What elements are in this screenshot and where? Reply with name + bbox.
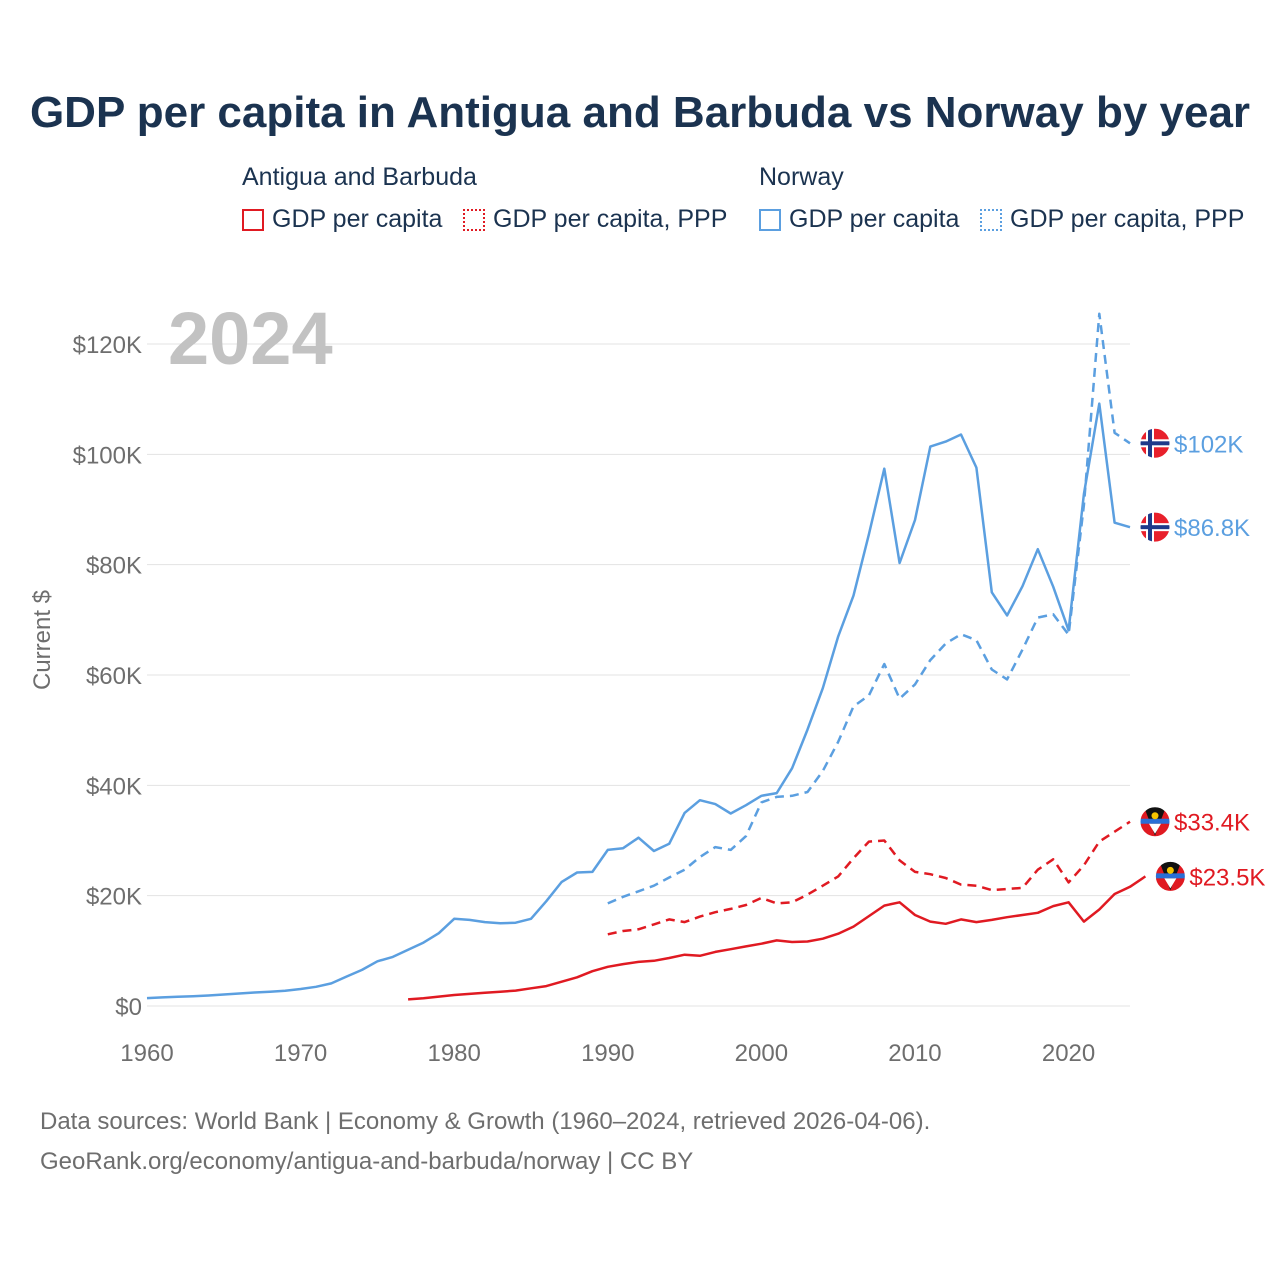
y-tick-label: $80K [86, 553, 142, 580]
series-line-antigua-and-barbuda-gdp-per-capita-ppp[interactable] [607, 820, 1131, 936]
legend-group-antigua: Antigua and Barbuda [242, 163, 477, 191]
legend-swatch-dotted-red [463, 208, 485, 231]
chart-title: GDP per capita in Antigua and Barbuda vs… [29, 88, 1251, 137]
series-end-label: $23.5K [1189, 864, 1265, 891]
y-tick-label: $0 [115, 994, 142, 1021]
x-tick-label: 2020 [1042, 1040, 1095, 1067]
legend-label: GDP per capita, PPP [493, 205, 728, 233]
norway-flag-icon [1139, 511, 1171, 543]
antigua-flag-icon [1139, 806, 1171, 838]
series-line-norway-gdp-per-capita-ppp[interactable] [607, 312, 1131, 905]
legend-swatch-dotted-blue [980, 208, 1002, 231]
legend-item-antigua-gdp[interactable]: GDP per capita [242, 205, 442, 234]
y-tick-label: $40K [86, 773, 142, 800]
series-end-label: $33.4K [1174, 810, 1250, 837]
x-tick-label: 1990 [581, 1040, 634, 1067]
legend-swatch-solid-blue [759, 208, 781, 231]
y-tick-label: $60K [86, 663, 142, 690]
y-tick-label: $120K [73, 332, 142, 359]
legend-group-norway: Norway [759, 163, 844, 191]
year-watermark: 2024 [168, 297, 333, 380]
legend-label: GDP per capita, PPP [1010, 205, 1245, 233]
x-tick-label: 1970 [274, 1040, 327, 1067]
y-tick-label: $100K [73, 442, 142, 469]
x-tick-label: 1980 [427, 1040, 480, 1067]
y-tick-label: $20K [86, 884, 142, 911]
legend-item-norway-gdp[interactable]: GDP per capita [759, 205, 959, 234]
norway-flag-icon [1139, 427, 1171, 459]
y-axis-title: Current $ [29, 590, 56, 690]
legend-item-norway-ppp[interactable]: GDP per capita, PPP [980, 205, 1244, 234]
x-tick-label: 2010 [888, 1040, 941, 1067]
legend-item-antigua-ppp[interactable]: GDP per capita, PPP [463, 205, 727, 234]
antigua-flag-icon [1154, 860, 1186, 892]
legend-swatch-solid-red [242, 208, 264, 231]
x-tick-label: 2000 [735, 1040, 788, 1067]
series-line-norway-gdp-per-capita[interactable] [146, 402, 1131, 1000]
legend-label: GDP per capita [789, 205, 960, 233]
series-end-label: $102K [1174, 431, 1243, 458]
legend-label: GDP per capita [272, 205, 443, 233]
series-end-label: $86.8K [1174, 515, 1250, 542]
source-note: Data sources: World Bank | Economy & Gro… [40, 1108, 931, 1135]
x-tick-label: 1960 [120, 1040, 173, 1067]
source-link[interactable]: GeoRank.org/economy/antigua-and-barbuda/… [40, 1148, 694, 1175]
series-line-antigua-and-barbuda-gdp-per-capita[interactable] [408, 875, 1147, 1001]
